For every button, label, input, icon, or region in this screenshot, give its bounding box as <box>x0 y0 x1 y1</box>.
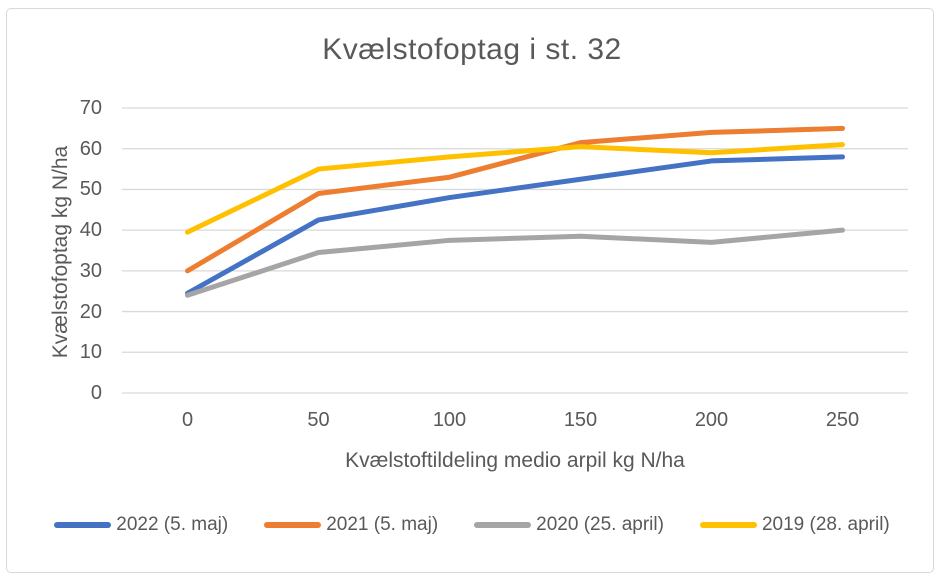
x-tick-label: 0 <box>181 409 194 431</box>
y-tick-label: 50 <box>79 178 102 201</box>
legend-item-2022: 2022 (5. maj) <box>54 514 228 536</box>
legend-label: 2022 (5. maj) <box>116 514 229 535</box>
x-axis-title: Kvælstoftildeling medio arpil kg N/ha <box>345 449 685 472</box>
y-tick-label: 10 <box>79 341 102 364</box>
y-tick-label: 30 <box>79 259 102 282</box>
legend-line-marker <box>699 522 757 528</box>
legend-line-marker <box>264 522 322 528</box>
legend-item-2019: 2019 (28. april) <box>699 514 890 536</box>
legend-label: 2020 (25. april) <box>536 514 664 535</box>
y-tick-label: 0 <box>90 382 102 404</box>
y-tick-label: 40 <box>79 219 102 242</box>
legend-item-2021: 2021 (5. maj) <box>264 514 438 536</box>
series-line-2022 <box>185 154 845 296</box>
x-tick-label: 200 <box>694 409 729 431</box>
series-line-2021 <box>185 125 845 274</box>
legend-line-marker <box>474 522 532 528</box>
x-tick-label: 150 <box>563 409 598 431</box>
chart-legend: 2022 (5. maj) 2021 (5. maj) 2020 (25. apri… <box>0 514 944 536</box>
chart-title: Kvælstofoptag i st. 32 <box>322 33 622 66</box>
x-tick-label: 250 <box>825 409 860 431</box>
y-tick-label: 60 <box>79 137 102 160</box>
legend-label: 2021 (5. maj) <box>326 514 439 535</box>
y-axis-title: Kvælstofoptag kg N/ha <box>49 145 72 359</box>
y-tick-label: 20 <box>79 300 102 323</box>
y-tick-label: 70 <box>79 97 102 119</box>
x-tick-label: 50 <box>307 409 330 431</box>
legend-label: 2019 (28. april) <box>761 514 890 535</box>
series-line-2019 <box>185 142 845 235</box>
x-tick-label: 100 <box>432 409 467 431</box>
chart-border-frame <box>6 8 934 573</box>
series-line-2020 <box>185 227 845 298</box>
plot-area <box>122 107 908 394</box>
legend-line-marker <box>54 522 112 528</box>
legend-item-2020: 2020 (25. april) <box>474 514 664 536</box>
